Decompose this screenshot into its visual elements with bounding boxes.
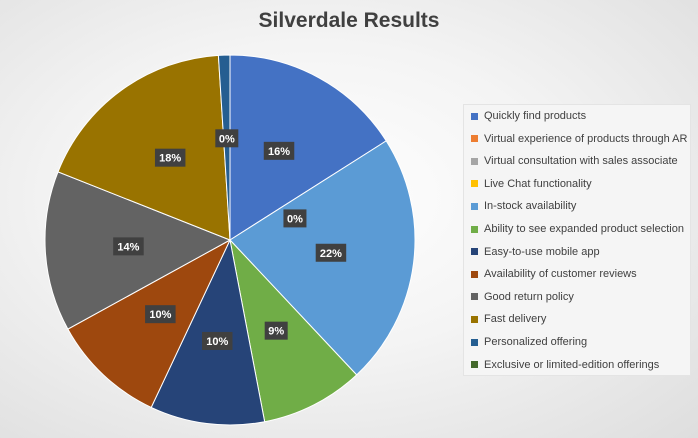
pie-slice-quickly-find-products bbox=[229, 54, 387, 241]
legend: Quickly find products Virtual experience … bbox=[463, 104, 691, 376]
legend-label: Virtual consultation with sales associat… bbox=[484, 155, 678, 168]
legend-swatch bbox=[471, 361, 478, 369]
pie-slice-availability-of-customer-reviews bbox=[67, 238, 232, 409]
svg-text:9%: 9% bbox=[268, 326, 284, 338]
legend-item-virtual-experience-of-products-through-ar: Virtual experience of products through A… bbox=[471, 131, 687, 147]
legend-item-ability-to-see-expanded-product-selection: Ability to see expanded product selectio… bbox=[471, 221, 684, 237]
data-label-personalized-offering: 0% bbox=[215, 129, 239, 148]
svg-text:16%: 16% bbox=[268, 146, 290, 158]
legend-item-good-return-policy: Good return policy bbox=[471, 289, 574, 305]
legend-label: Live Chat functionality bbox=[484, 177, 592, 190]
legend-label: Availability of customer reviews bbox=[484, 268, 637, 281]
legend-label: Virtual experience of products through A… bbox=[484, 132, 688, 145]
legend-swatch bbox=[471, 112, 478, 120]
pie-slice-ability-to-see-expanded-product-selection bbox=[229, 238, 358, 423]
legend-item-in-stock-availability: In-stock availability bbox=[471, 198, 576, 214]
data-label-in-stock-availability: 22% bbox=[315, 243, 347, 262]
legend-item-personalized-offering: Personalized offering bbox=[471, 334, 587, 350]
data-label-virtual-experience-of-products-through-ar: 0% bbox=[283, 209, 307, 228]
svg-text:18%: 18% bbox=[159, 153, 181, 165]
legend-swatch bbox=[471, 248, 478, 256]
legend-item-exclusive-or-limited-edition-offerings: Exclusive or limited-edition offerings bbox=[471, 357, 659, 373]
legend-item-easy-to-use-mobile-app: Easy-to-use mobile app bbox=[471, 244, 600, 260]
legend-swatch bbox=[471, 180, 478, 188]
chart-title: Silverdale Results bbox=[258, 9, 440, 32]
legend-label: Ability to see expanded product selectio… bbox=[484, 223, 684, 235]
svg-text:0%: 0% bbox=[287, 213, 303, 225]
legend-item-fast-delivery: Fast delivery bbox=[471, 311, 546, 327]
legend-label: In-stock availability bbox=[484, 200, 577, 213]
legend-label: Exclusive or limited-edition offerings bbox=[484, 358, 660, 371]
legend-swatch bbox=[471, 293, 478, 301]
svg-text:0%: 0% bbox=[219, 133, 235, 145]
data-label-fast-delivery: 18% bbox=[154, 148, 186, 167]
legend-swatch bbox=[471, 202, 478, 210]
legend-swatch bbox=[471, 225, 478, 233]
legend-swatch bbox=[471, 135, 478, 143]
legend-item-virtual-consultation-with-sales-associate: Virtual consultation with sales associat… bbox=[471, 153, 678, 169]
legend-swatch bbox=[471, 315, 478, 323]
legend-swatch bbox=[471, 157, 478, 165]
legend-label: Easy-to-use mobile app bbox=[484, 245, 600, 258]
svg-text:14%: 14% bbox=[117, 241, 139, 253]
legend-swatch bbox=[471, 270, 478, 278]
legend-item-availability-of-customer-reviews: Availability of customer reviews bbox=[471, 266, 637, 282]
legend-item-quickly-find-products: Quickly find products bbox=[471, 108, 586, 124]
data-label-availability-of-customer-reviews: 10% bbox=[145, 305, 176, 324]
legend-label: Personalized offering bbox=[484, 336, 588, 348]
legend-label: Quickly find products bbox=[484, 110, 587, 122]
legend-label: Fast delivery bbox=[484, 313, 547, 326]
data-label-easy-to-use-mobile-app: 10% bbox=[201, 331, 233, 350]
legend-label: Good return policy bbox=[484, 290, 574, 303]
svg-text:22%: 22% bbox=[320, 248, 342, 260]
svg-text:10%: 10% bbox=[206, 336, 228, 348]
pie-slice-personalized-offering bbox=[217, 54, 231, 241]
svg-text:10%: 10% bbox=[149, 309, 171, 321]
legend-item-live-chat-functionality: Live Chat functionality bbox=[471, 176, 592, 192]
data-label-good-return-policy: 14% bbox=[113, 237, 144, 256]
data-label-quickly-find-products: 16% bbox=[263, 141, 295, 160]
pie-slice-fast-delivery bbox=[57, 54, 231, 241]
legend-swatch bbox=[471, 338, 478, 346]
data-label-ability-to-see-expanded-product-selection: 9% bbox=[264, 321, 288, 340]
